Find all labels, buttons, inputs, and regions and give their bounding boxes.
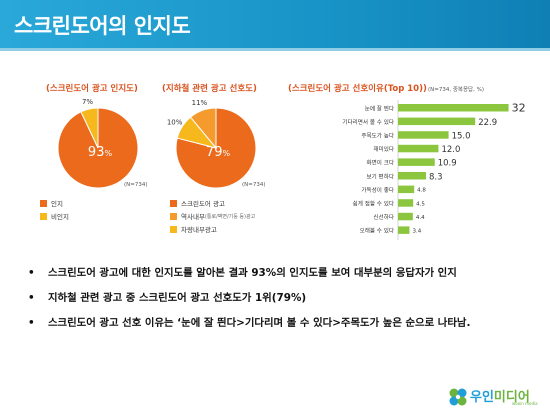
bar-category-label: 신선하다: [373, 213, 394, 221]
pie2-legend-0: 스크린도어 광고: [170, 198, 225, 208]
bar-category-label: 가독성이 좋다: [361, 186, 394, 194]
pie2-slice-label: 79%: [206, 145, 231, 160]
bar-category-label: 화면이 크다: [366, 159, 394, 167]
bar-category-label: 쉽게 접할 수 있다: [353, 200, 394, 208]
bar: [398, 117, 476, 126]
pie1-slice-label: 7%: [82, 98, 93, 106]
legend-swatch: [170, 199, 177, 207]
pie1-legend-0: 인지: [40, 198, 63, 208]
bullet-text: 스크린도어 광고에 대한 인지도를 알아본 결과 93%의 인지도를 보여 대부…: [48, 267, 457, 279]
bullet-text: 지하철 관련 광고 중 스크린도어 광고 선호도가 1위(79%): [48, 292, 307, 304]
bullet-item: • 스크린도어 광고에 대한 인지도를 알아본 결과 93%의 인지도를 보여 …: [26, 266, 536, 281]
bar-value-label: 4.5: [416, 201, 425, 207]
bar: [398, 212, 413, 221]
pie2-legend-1: 역사내부 (통로/벽면/기둥 등)광고: [170, 211, 255, 221]
bar-n-label: (N=734, 중복응답, %): [428, 87, 484, 93]
bullet-symbol: •: [28, 292, 35, 304]
pie2-slice-label: 10%: [167, 119, 183, 127]
bullet-text: 스크린도어 광고 선호 이유는 ‘눈에 잘 띈다>기다리며 볼 수 있다>주목도…: [48, 317, 471, 329]
bullet-item: • 지하철 관련 광고 중 스크린도어 광고 선호도가 1위(79%): [26, 291, 536, 306]
logo-text: 우인미디어: [470, 386, 530, 405]
bar: [398, 172, 426, 180]
pie1-chart: 93% 7%: [57, 98, 139, 189]
logo-text-main: 우인: [470, 390, 494, 405]
bar: [398, 199, 414, 207]
bar-category-label: 주목도가 높다: [361, 132, 394, 140]
bullet-symbol: •: [28, 317, 35, 329]
bar-value-label: 10.9: [438, 159, 457, 169]
legend-label: 차량내부광고: [181, 226, 217, 234]
bar: [398, 104, 509, 112]
bar-value-label: 32.8: [512, 101, 526, 114]
title-bar: 스크린도어의 인지도: [0, 0, 550, 48]
pie2-legend-2: 차량내부광고: [170, 224, 217, 234]
pie1-n-label: (N=734): [124, 182, 148, 188]
bar-value-label: 4.4: [416, 215, 425, 221]
logo-tagline: wooin media: [512, 401, 538, 406]
bar-category-label: 눈에 잘 띈다: [365, 104, 394, 112]
pie2-slice-label-unit: %: [222, 149, 230, 158]
bar-value-label: 22.9: [478, 118, 497, 128]
legend-sublabel: (통로/벽면/기둥 등)광고: [204, 213, 256, 220]
legend-swatch: [40, 212, 47, 220]
bar-value-label: 4.8: [417, 188, 426, 194]
pie1-slice-label: 93%: [88, 145, 113, 160]
bar: [398, 131, 449, 139]
bar-value-label: 3.4: [412, 229, 421, 235]
title-underline: [0, 48, 550, 51]
bullet-list: • 스크린도어 광고에 대한 인지도를 알아본 결과 93%의 인지도를 보여 …: [26, 266, 536, 341]
logo-text-sub: 미디어: [493, 390, 530, 405]
bar-category-label: 보기 편하다: [366, 172, 394, 180]
bar-category-label: 재미있다: [373, 145, 394, 153]
bar-title: (스크린도어 광고 선호이유(Top 10)): [288, 84, 427, 94]
legend-swatch: [170, 212, 177, 220]
legend-label: 역사내부: [181, 213, 205, 221]
bar: [398, 185, 415, 194]
bar-value-label: 12.0: [441, 145, 460, 155]
bullet-item: • 스크린도어 광고 선호 이유는 ‘눈에 잘 띈다>기다리며 볼 수 있다>주…: [26, 316, 536, 331]
bullet-symbol: •: [28, 267, 35, 279]
pie1-slice: [80, 107, 99, 149]
legend-label: 비인지: [51, 213, 69, 221]
bar-value-label: 15.0: [452, 132, 471, 142]
company-logo: 우인미디어 wooin media: [448, 385, 544, 409]
pie1-legend-1: 비인지: [40, 211, 69, 221]
bar: [398, 144, 439, 153]
page-title: 스크린도어의 인지도: [14, 14, 191, 38]
legend-swatch: [40, 199, 47, 207]
pie2-n-label: (N=734): [242, 182, 266, 188]
pie2-slice: [176, 116, 218, 149]
bar-category-label: 오래볼 수 있다: [360, 227, 394, 235]
legend-swatch: [170, 225, 177, 233]
pie2-title: (지하철 관련 광고 선호도): [162, 84, 257, 94]
pie1-slice-label-unit: %: [104, 149, 112, 158]
bar: [398, 158, 435, 166]
pie1-title: (스크린도어 광고 인지도): [46, 84, 138, 94]
bar-category-label: 기다리면서 볼 수 있다: [342, 118, 394, 126]
legend-label: 스크린도어 광고: [181, 200, 225, 208]
pie2-slice-label: 11%: [192, 99, 208, 107]
bar-value-label: 8.3: [429, 172, 443, 182]
legend-label: 인지: [51, 200, 63, 208]
bar: [398, 226, 410, 234]
clover-icon: [449, 388, 467, 406]
bar-chart: 눈에 잘 띈다 32.8 기다리면서 볼 수 있다 22.9 주목도가 높다 15.0 재미…: [342, 100, 526, 240]
chart-panel: (스크린도어 광고 인지도) 93% 7% (N=734) 인지 비인지 (지하철…: [36, 72, 526, 254]
pie2-chart: 79% 11% 10%: [167, 99, 257, 189]
